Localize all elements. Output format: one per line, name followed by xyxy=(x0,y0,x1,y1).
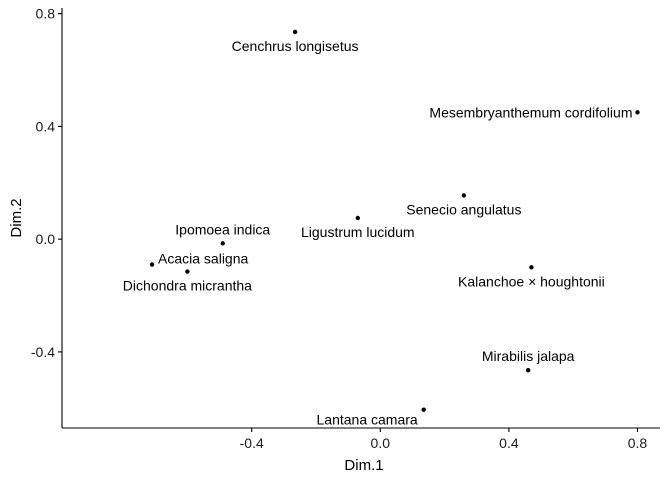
y-tick-label: 0.0 xyxy=(36,231,56,247)
data-point xyxy=(220,241,225,246)
point-label: Ligustrum lucidum xyxy=(301,224,415,240)
point-label: Senecio angulatus xyxy=(406,201,521,217)
y-tick-label: -0.4 xyxy=(31,344,55,360)
point-label: Lantana camara xyxy=(317,412,418,428)
point-label: Mesembryanthemum cordifolium xyxy=(429,104,632,120)
data-point xyxy=(529,265,534,270)
x-axis-ticks: -0.4 0.0 0.4 0.8 xyxy=(240,428,648,451)
point-label: Kalanchoe × houghtonii xyxy=(458,273,605,289)
data-point xyxy=(635,110,640,115)
data-point xyxy=(149,262,155,267)
point-label: Ipomoea indica xyxy=(175,221,270,237)
data-point xyxy=(355,215,360,221)
point-label: Mirabilis jalapa xyxy=(482,348,575,364)
x-tick-label: -0.4 xyxy=(240,435,264,451)
data-points xyxy=(149,29,640,412)
point-label: Acacia saligna xyxy=(158,251,248,267)
data-point xyxy=(292,29,298,35)
data-point xyxy=(525,368,531,373)
y-tick-label: 0.8 xyxy=(36,6,56,22)
point-labels: Cenchrus longisetus Mesembryanthemum cord… xyxy=(123,38,633,428)
y-tick-label: 0.4 xyxy=(36,118,56,134)
x-axis-title: Dim.1 xyxy=(344,457,383,474)
y-axis-ticks: -0.4 0.0 0.4 0.8 xyxy=(31,6,62,360)
point-label: Dichondra micrantha xyxy=(123,278,252,294)
y-axis-title: Dim.2 xyxy=(8,198,25,237)
data-point xyxy=(461,193,467,198)
x-tick-label: 0.4 xyxy=(499,435,519,451)
axes xyxy=(61,8,660,429)
point-label: Cenchrus longisetus xyxy=(232,38,359,54)
data-point xyxy=(421,407,426,412)
data-point xyxy=(185,269,190,274)
x-tick-label: 0.0 xyxy=(371,435,391,451)
x-tick-label: 0.8 xyxy=(628,435,648,451)
